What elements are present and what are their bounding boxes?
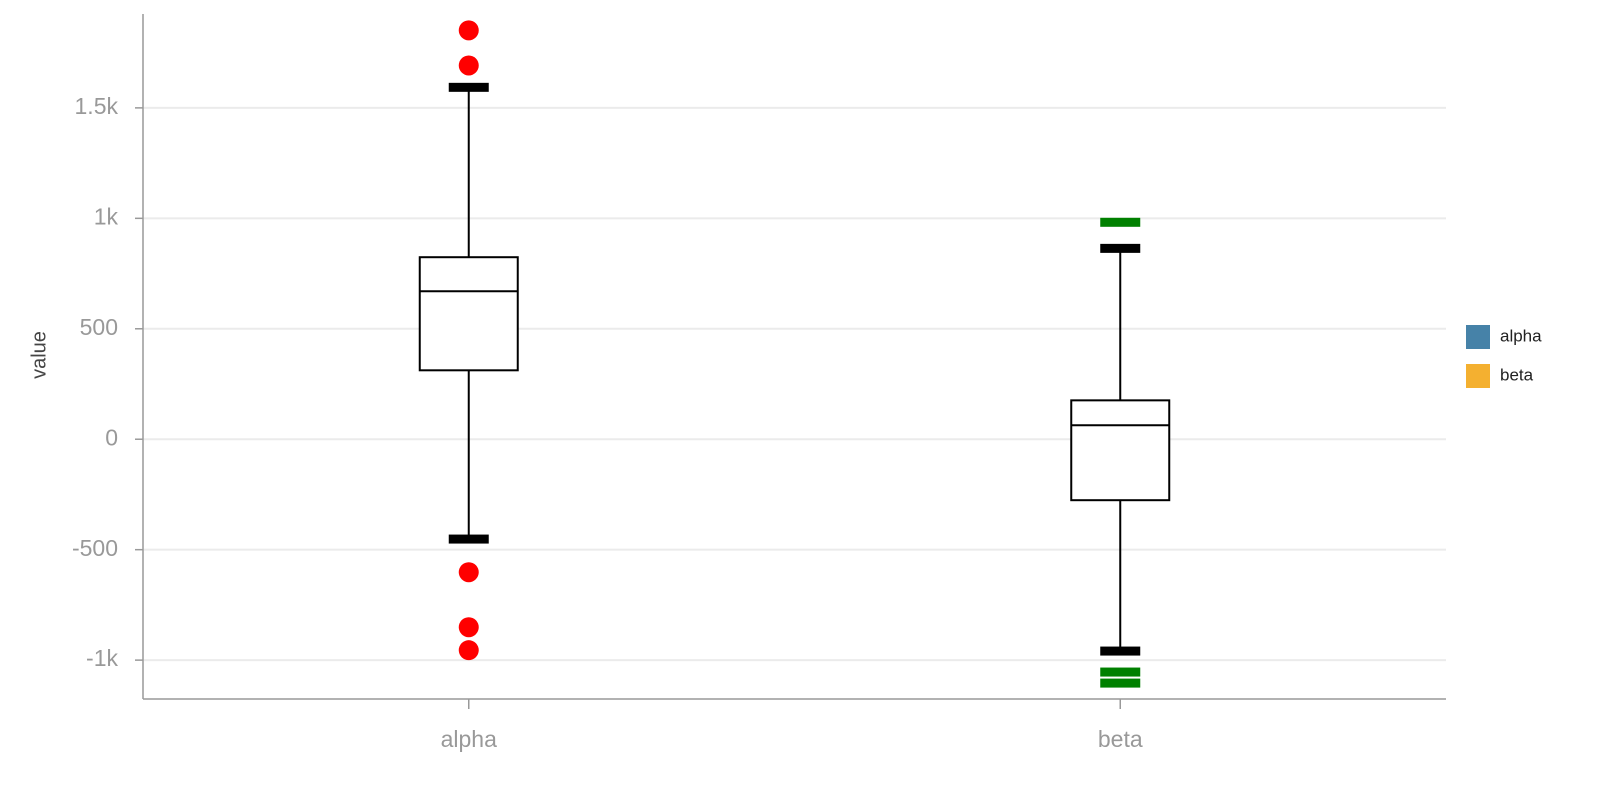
outlier (458, 562, 479, 583)
y-tick-label: -1k (86, 645, 118, 671)
y-tick-label: -500 (72, 535, 118, 561)
outlier (458, 617, 479, 638)
y-tick-label: 0 (105, 424, 118, 450)
whisker-cap (448, 82, 489, 92)
x-tick-label: alpha (441, 726, 497, 752)
legend-label: alpha (1500, 326, 1542, 345)
legend-swatch (1466, 325, 1490, 349)
outlier (458, 640, 479, 661)
outlier (1100, 678, 1141, 688)
y-axis-label: value (28, 331, 50, 379)
outlier (1100, 217, 1141, 227)
legend-swatch (1466, 364, 1490, 388)
whisker-cap (448, 534, 489, 544)
y-tick-label: 500 (80, 314, 118, 340)
outlier (1100, 667, 1141, 677)
box (418, 256, 519, 372)
whisker-cap (1100, 243, 1141, 253)
box (1070, 399, 1171, 502)
legend-label: beta (1500, 365, 1534, 384)
outlier (458, 55, 479, 76)
x-tick-label: beta (1098, 726, 1143, 752)
y-tick-label: 1.5k (75, 93, 119, 119)
y-tick-label: 1k (94, 203, 119, 229)
whisker-cap (1100, 646, 1141, 656)
outlier (458, 20, 479, 41)
